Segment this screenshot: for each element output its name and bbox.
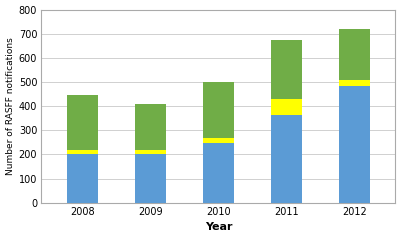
Bar — [271, 99, 302, 114]
Bar — [135, 104, 166, 150]
X-axis label: Year: Year — [205, 223, 232, 233]
Bar — [203, 82, 234, 139]
Bar — [135, 150, 166, 154]
Bar — [135, 154, 166, 203]
Bar — [67, 95, 97, 150]
Bar — [203, 143, 234, 203]
Bar — [271, 114, 302, 203]
Bar — [339, 86, 370, 203]
Bar — [67, 150, 97, 154]
Bar — [67, 154, 97, 203]
Bar — [339, 79, 370, 86]
Bar — [203, 139, 234, 143]
Bar — [271, 40, 302, 99]
Y-axis label: Number of RASFF notifications: Number of RASFF notifications — [6, 37, 14, 175]
Bar — [339, 29, 370, 79]
